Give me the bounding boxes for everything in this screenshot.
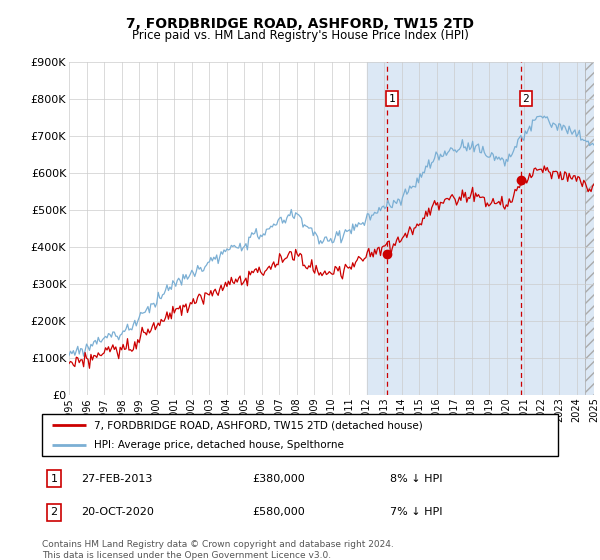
Text: 1: 1 [389,94,395,104]
Text: 2: 2 [523,94,529,104]
Bar [585,62,594,395]
Text: 27-FEB-2013: 27-FEB-2013 [81,474,152,484]
Text: 1: 1 [50,474,58,484]
Text: Price paid vs. HM Land Registry's House Price Index (HPI): Price paid vs. HM Land Registry's House … [131,29,469,42]
Text: HPI: Average price, detached house, Spelthorne: HPI: Average price, detached house, Spel… [94,441,343,450]
Text: 7, FORDBRIDGE ROAD, ASHFORD, TW15 2TD: 7, FORDBRIDGE ROAD, ASHFORD, TW15 2TD [126,17,474,31]
Text: 20-OCT-2020: 20-OCT-2020 [81,507,154,517]
Text: Contains HM Land Registry data © Crown copyright and database right 2024.
This d: Contains HM Land Registry data © Crown c… [42,540,394,560]
Text: 7% ↓ HPI: 7% ↓ HPI [390,507,443,517]
Bar [585,62,594,395]
Text: £580,000: £580,000 [252,507,305,517]
Text: £380,000: £380,000 [252,474,305,484]
Text: 2: 2 [50,507,58,517]
Text: 8% ↓ HPI: 8% ↓ HPI [390,474,443,484]
Text: 7, FORDBRIDGE ROAD, ASHFORD, TW15 2TD (detached house): 7, FORDBRIDGE ROAD, ASHFORD, TW15 2TD (d… [94,421,422,430]
Bar [367,62,585,395]
